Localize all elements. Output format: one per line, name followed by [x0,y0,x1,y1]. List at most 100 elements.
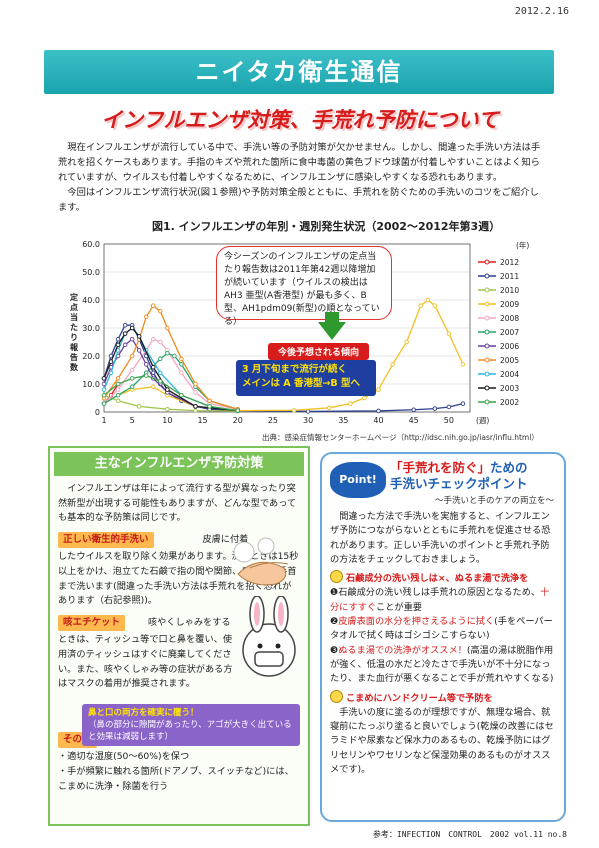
data-point-2009 [390,362,395,367]
x-axis-label: (週) [476,416,489,425]
data-point-2009 [291,408,297,413]
x-tick-label: 20 [233,416,243,425]
y-axis-label-char: た [70,322,78,332]
reference-note: 参考：INFECTION CONTROL 2002 vol.11 no.8 [372,830,567,839]
data-point-2007 [115,392,121,398]
x-tick-label: 1 [101,416,106,425]
data-point-2009 [460,362,466,367]
data-point-2005 [179,356,184,362]
data-point-2006 [143,362,149,367]
data-point-2010 [165,406,170,412]
data-point-2003 [151,364,156,370]
data-point-2003 [129,325,135,331]
check2-text: ❷皮膚表面の水分を押さえるように拭く(手をペーパータオルで拭く時はゴシゴシこすら… [330,615,556,644]
y-tick-label: 60.0 [82,240,100,249]
mask-callout: 鼻と口の両方を確実に覆う！ （鼻の部分に隙間があったり、アゴが大きく出ていると効… [82,704,300,746]
data-point-2002 [158,378,163,384]
data-point-2002 [207,404,212,409]
chart-svg: 010.020.030.040.050.060.01 5 10 15 20 25 30 35 4… [69,240,529,425]
data-point-2005 [115,376,121,381]
y-axis-label-char: 報 [70,342,79,352]
legend-label-2012: 2012 [500,258,519,267]
data-point-2003 [108,359,114,364]
page-title: インフルエンザ対策、手荒れ予防について [101,108,499,132]
legend-marker-2011 [484,273,490,279]
check1-text: ❶石鹸成分の洗い残しは手荒れの原因となるため、十分にすすぐことが重要 [330,586,556,615]
legend-label-2009: 2009 [500,300,519,309]
series-line-2005 [103,304,238,410]
x-tick-label: 5 [130,416,135,425]
legend-label-2010: 2010 [500,286,519,295]
data-point-2008 [193,390,198,395]
legend-marker-2003 [484,385,490,391]
legend-label-2006: 2006 [500,342,519,351]
data-point-2007 [158,356,163,362]
check3-text-c: (高温の湯は脱脂作用が強く、低温の水だと冷たさで手洗いが不十分になったり、また血… [330,644,554,685]
issue-date: 2012.2.16 [514,6,569,17]
y-axis-label-char: 定 [69,292,78,302]
data-point-2008 [158,339,163,345]
check1-text-c: ことが重要 [376,601,422,613]
data-point-2003 [193,404,198,409]
y-tick-label: 0 [95,408,100,417]
data-point-2011 [151,370,156,376]
checkpoint-intro: 間違った方法で手洗いを実施すると、インフルエンザ予防につながらないとともに手荒れ… [330,511,551,565]
y-tick-label: 50.0 [82,268,100,277]
y-axis-label-char: 当 [70,312,78,322]
data-point-2003 [122,331,128,336]
data-point-2005 [158,308,163,314]
y-tick-label: 20.0 [82,352,100,361]
data-point-2005 [165,325,170,331]
legend-label-2003: 2003 [500,384,519,393]
data-point-2009 [404,339,409,345]
data-point-2009 [432,303,438,308]
data-point-2003 [115,342,121,348]
x-tick-label: 25 [268,416,278,425]
data-point-2006 [136,348,142,353]
legend-label-2007: 2007 [500,328,519,337]
check1-text-b: 十分にすすぐ [330,587,550,613]
check2-text-b: 皮膚表面の水分を押さえるように拭く [338,616,495,628]
x-tick-label: 15 [197,416,207,425]
legend-marker-2008 [484,315,490,321]
data-point-2007 [165,350,170,356]
data-point-2010 [115,398,121,404]
handwash-icon [233,537,289,586]
data-point-2010 [136,404,142,409]
intro-paragraph-1: 現在インフルエンザが流行している中で、手洗い等の予防対策が欠かせません。しかし、… [58,142,541,183]
series-line-2003 [103,327,238,412]
checkpoint-body: 間違った方法で手洗いを実施すると、インフルエンザ予防につながらないとともに手荒れ… [330,510,556,777]
influenza-chart: 0 10.0 20.0 30.0 40.0 50.0 60.0 1 5 10 15 20 25 30 35 4… [60,230,558,430]
y-tick-label: 10.0 [82,380,100,389]
y-axis-label-char: 点 [70,302,78,312]
data-point-2011 [411,407,416,413]
other-item-2: ・手が頻繁に触れる箇所(ドアノブ、スイッチなど)には、こまめに洗浄・除菌を行う [58,765,294,792]
legend-marker-2007 [484,329,490,335]
legend-label-2011: 2011 [500,272,519,281]
data-point-2003 [101,376,107,381]
data-point-2006 [122,342,128,348]
check4-heading-row: こまめにハンドクリーム等で予防を [330,689,556,706]
chart-source: 出典：感染症情報センターホームページ（http://idsc.nih.go.jp… [262,433,539,442]
legend-marker-2010 [484,287,490,293]
data-point-2004 [108,370,114,376]
data-point-2005 [207,398,212,404]
chart-title: 図1. インフルエンザの年別・週別発生状況（2002〜2012年第3週） [152,220,501,233]
forecast-arrow-icon [318,322,346,340]
x-tick-label: 35 [338,416,348,425]
data-point-2002 [235,408,240,413]
y-tick-label: 40.0 [82,296,100,305]
data-point-2005 [143,314,149,320]
cough-text-1: 咳やくしゃみをする [147,616,231,628]
handwash-tag: 正しい衛生的手洗い [58,531,154,549]
check1-text-a: ❶石鹸成分の洗い残しは手荒れの原因となるため、 [330,587,541,599]
data-point-2011 [122,322,128,328]
y-axis-label-char: 告 [70,352,78,362]
data-point-2011 [460,401,466,406]
prevention-header: 主なインフルエンザ予防対策 [54,452,304,476]
cough-text-2: ときは、ティッシュ等で口と鼻を覆い、使用済のティッシュはすぐに廃棄してください。… [58,634,233,690]
data-point-2003 [136,334,142,339]
data-point-2009 [326,405,332,411]
series-line-2006 [103,338,238,412]
check3-text: ❸ぬるま湯での洗浄がオススメ！(高温の湯は脱脂作用が強く、低温の水だと冷たさで手… [330,644,556,687]
